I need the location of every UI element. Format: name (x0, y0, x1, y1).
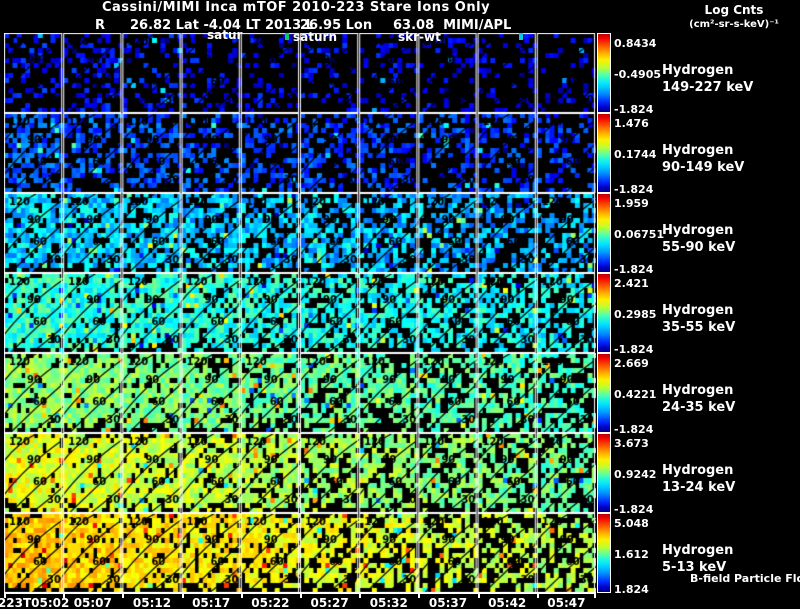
time-axis-label: 05:27 (310, 596, 349, 609)
time-axis-label: 05:07 (73, 596, 112, 609)
colorbar-bot-value: -1.824 (614, 263, 654, 276)
time-axis-label: 05:17 (192, 596, 231, 609)
spectrogram-row-canvas-35-55-keV (4, 273, 596, 353)
event-label-satur: satur (207, 28, 243, 42)
colorbar-bot-value: -1.824 (614, 503, 654, 516)
colorbar-top-value: 1.959 (614, 197, 649, 210)
event-tick (285, 33, 289, 40)
colorbar-bot-value: -1.824 (614, 423, 654, 436)
legend-units: (cm²-sr-s-keV)⁻¹ (689, 19, 779, 30)
time-axis-tick (536, 594, 539, 598)
spectrogram-row-canvas-24-35-keV (4, 353, 596, 433)
row-energy-label: 149-227 keV (662, 80, 754, 95)
spectrogram-row-canvas-55-90-keV (4, 193, 596, 273)
row-species-label: Hydrogen (662, 463, 734, 478)
colorbar-13-24-keV (597, 433, 611, 513)
time-axis-tick (63, 594, 66, 598)
spectrogram-row-canvas-5-13-keV (4, 513, 596, 593)
colorbar-mid-value: 0.9242 (614, 468, 657, 481)
colorbar-top-value: 1.476 (614, 117, 649, 130)
subtitle-credit: 63.08 MIMI/APL (393, 18, 512, 33)
row-energy-label: 55-90 keV (662, 240, 736, 255)
colorbar-mid-value: 0.4221 (614, 388, 657, 401)
colorbar-mid-value: 0.06751 (614, 228, 665, 241)
time-axis-tick (477, 594, 480, 598)
row-species-label: Hydrogen (662, 223, 734, 238)
time-axis-label: 05:42 (488, 596, 527, 609)
subtitle-r-label: R (95, 18, 106, 33)
colorbar-mid-value: 1.612 (614, 548, 649, 561)
row-species-label: Hydrogen (662, 63, 734, 78)
time-axis-tick (4, 594, 6, 598)
colorbar-top-value: 0.8434 (614, 37, 657, 50)
bfield-particle-flow-label: B-field Particle Flow (690, 572, 800, 585)
subtitle-lon-label: 26.95 Lon (300, 18, 373, 33)
colorbar-top-value: 2.669 (614, 357, 649, 370)
time-axis-tick (300, 594, 302, 598)
time-axis-label: 05:22 (251, 596, 290, 609)
colorbar-mid-value: 0.1744 (614, 148, 657, 161)
colorbar-mid-value: -0.4905 (614, 68, 662, 81)
time-axis-tick (359, 594, 362, 598)
row-energy-label: 24-35 keV (662, 400, 736, 415)
row-energy-label: 90-149 keV (662, 160, 745, 175)
colorbar-bot-value: 1.824 (614, 583, 649, 596)
colorbar-24-35-keV (597, 353, 611, 433)
time-axis-label: 05:32 (369, 596, 408, 609)
colorbar-35-55-keV (597, 273, 611, 353)
colorbar-55-90-keV (597, 193, 611, 273)
colorbar-legend: Log Cnts (cm²-sr-s-keV)⁻¹ (678, 3, 790, 30)
row-energy-label: 13-24 keV (662, 480, 736, 495)
row-energy-label: 35-55 keV (662, 320, 736, 335)
time-axis-label: 05:12 (132, 596, 172, 609)
row-species-label: Hydrogen (662, 383, 734, 398)
time-axis-tick (418, 594, 421, 598)
time-axis-tick (181, 594, 184, 598)
row-species-label: Hydrogen (662, 303, 734, 318)
colorbar-top-value: 3.673 (614, 437, 649, 450)
event-label-saturn: saturn (293, 30, 337, 44)
spectrogram-row-canvas-90-149-keV (4, 113, 596, 193)
colorbar-90-149-keV (597, 113, 611, 193)
page-title: Cassini/MIMI Inca mTOF 2010-223 Stare Io… (101, 0, 491, 15)
row-energy-label: 5-13 keV (662, 560, 727, 575)
colorbar-5-13-keV (597, 513, 611, 593)
time-axis-label: 223T05:02 (0, 596, 70, 609)
spectrogram-row-canvas-149-227-keV (4, 33, 596, 113)
time-axis-tick (240, 594, 243, 598)
event-label-skr-wt: skr-wt (398, 30, 441, 44)
row-species-label: Hydrogen (662, 143, 734, 158)
colorbar-mid-value: 0.2985 (614, 308, 657, 321)
time-axis-label: 05:37 (428, 596, 468, 609)
colorbar-top-value: 2.421 (614, 277, 649, 290)
event-tick (519, 33, 523, 40)
legend-title: Log Cnts (704, 3, 764, 17)
colorbar-top-value: 5.048 (614, 517, 649, 530)
row-species-label: Hydrogen (662, 543, 734, 558)
time-axis-tick (594, 594, 596, 598)
colorbar-bot-value: -1.824 (614, 183, 654, 196)
subtitle-ephemeris: 26.82 Lat -4.04 LT 2013 L (130, 18, 314, 33)
time-axis-line (4, 592, 596, 594)
time-axis-label: 05:47 (547, 596, 586, 609)
colorbar-149-227-keV (597, 33, 611, 113)
spectrogram-row-canvas-13-24-keV (4, 433, 596, 513)
colorbar-bot-value: -1.824 (614, 103, 654, 116)
colorbar-bot-value: -1.824 (614, 343, 654, 356)
time-axis-tick (122, 594, 125, 598)
